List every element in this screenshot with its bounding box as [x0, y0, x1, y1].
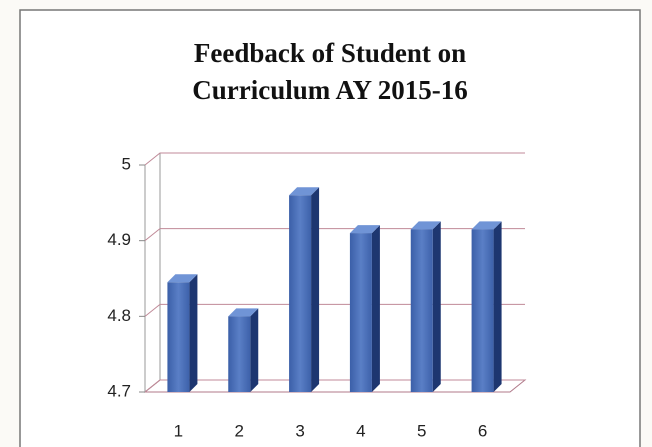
- y-tick-label: 4.7: [107, 381, 131, 400]
- bar-front: [167, 282, 190, 392]
- y-tick-label: 5: [122, 154, 131, 173]
- bar-top: [349, 225, 380, 234]
- bar-side: [493, 221, 502, 392]
- x-tick-label: 2: [235, 421, 244, 440]
- grid-line: [144, 303, 525, 317]
- bar: [289, 187, 320, 392]
- bar-side: [250, 308, 259, 392]
- bar-front: [349, 233, 372, 392]
- x-tick-label: 1: [174, 421, 183, 440]
- x-tick-label: 6: [478, 421, 487, 440]
- grid-line: [144, 379, 525, 393]
- bar: [167, 274, 198, 392]
- x-tick-label: 4: [356, 421, 365, 440]
- chart-title: Feedback of Student on: [194, 38, 466, 68]
- bar-side: [371, 225, 380, 392]
- grid-line: [144, 152, 525, 166]
- y-tick-label: 4.8: [107, 306, 131, 325]
- bar-side: [432, 221, 441, 392]
- x-tick-label: 5: [417, 421, 426, 440]
- y-tick-label: 4.9: [107, 230, 131, 249]
- bar: [228, 308, 259, 392]
- bar: [349, 225, 380, 392]
- bar-top: [471, 221, 502, 230]
- bar: [410, 221, 441, 392]
- bar-front: [289, 195, 312, 392]
- bar-top: [228, 308, 259, 317]
- bar-side: [189, 274, 198, 392]
- bar-top: [167, 274, 198, 283]
- bar-front: [471, 229, 494, 392]
- chart-title: Curriculum AY 2015-16: [192, 75, 468, 105]
- x-tick-label: 3: [295, 421, 304, 440]
- bar-front: [228, 316, 251, 392]
- bar: [471, 221, 502, 392]
- bar-front: [410, 229, 433, 392]
- grid-line: [144, 228, 525, 242]
- bar-top: [410, 221, 441, 230]
- bar-top: [289, 187, 320, 196]
- bar-side: [311, 187, 320, 392]
